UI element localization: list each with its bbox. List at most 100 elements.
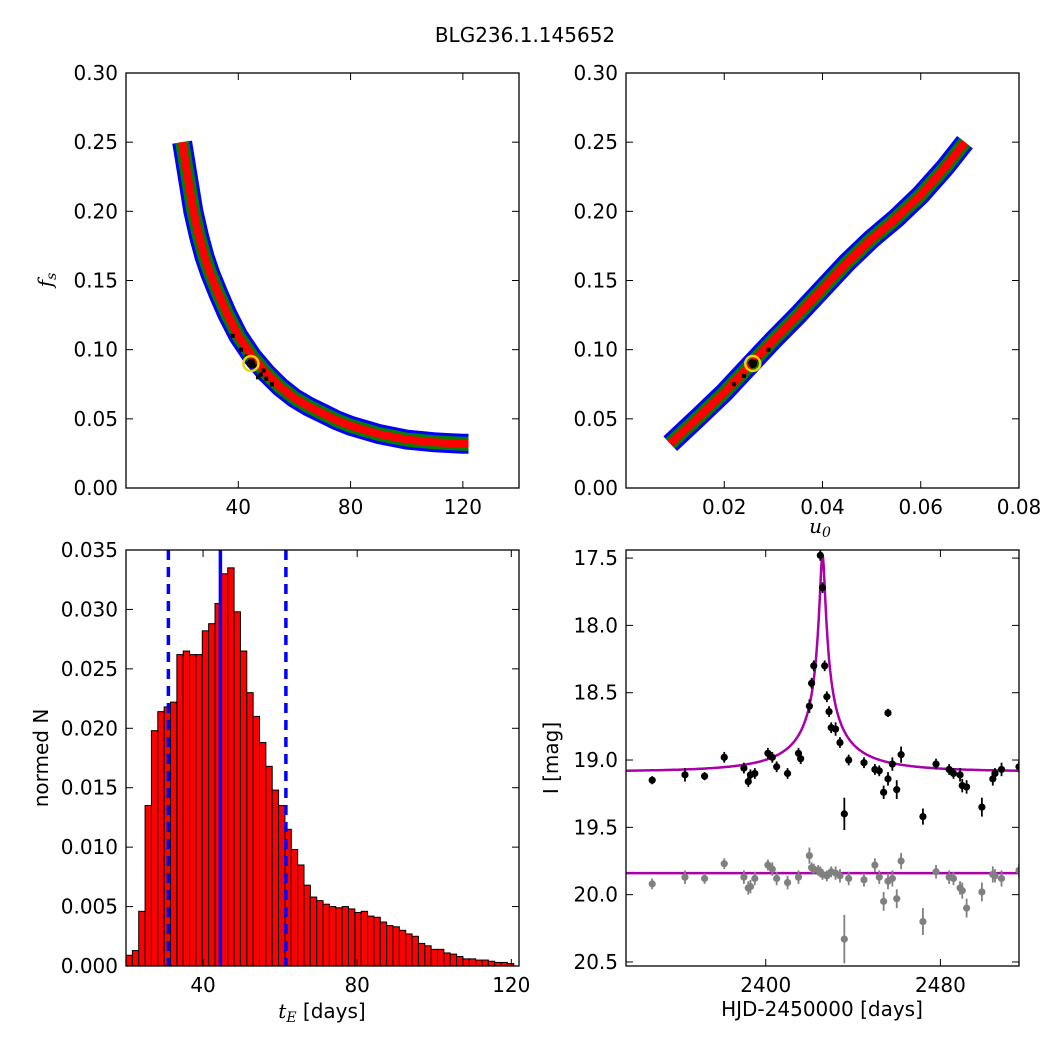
histogram-ytick-label: 0.035 bbox=[61, 538, 118, 562]
comparison-star-data-point bbox=[746, 882, 755, 891]
histogram-bar bbox=[392, 926, 400, 967]
lensed-star-data-point bbox=[825, 707, 833, 716]
comparison-star-data-point bbox=[880, 897, 888, 905]
fs-tE-xtick-label: 120 bbox=[444, 495, 482, 519]
comparison-star-data-point bbox=[897, 857, 905, 865]
histogram-ytick-label: 0.010 bbox=[61, 835, 118, 859]
histogram-bar bbox=[265, 765, 273, 967]
comparison-star-data-point bbox=[893, 895, 901, 903]
fs-tE-mcmc-point bbox=[239, 347, 244, 352]
histogram-bar bbox=[271, 789, 280, 967]
fs-tE-ytick-label: 0.05 bbox=[73, 407, 118, 431]
histogram-bar bbox=[335, 907, 343, 967]
comparison-star-data-point bbox=[1015, 866, 1019, 875]
histogram-ytick-label: 0.000 bbox=[61, 954, 118, 978]
histogram-bar bbox=[443, 952, 451, 967]
histogram-bar bbox=[367, 915, 375, 967]
comparison-star-data-point bbox=[783, 878, 792, 887]
light-curve-xtick-label: 2480 bbox=[915, 973, 966, 997]
histogram-bar bbox=[360, 910, 369, 967]
histogram-ytick-label: 0.020 bbox=[61, 716, 118, 740]
light-curve-ytick-label: 20.5 bbox=[573, 950, 618, 974]
lensed-star-data-point bbox=[884, 775, 892, 783]
fs-u0-ytick-label: 0.10 bbox=[573, 338, 618, 362]
fs-u0-contour-region bbox=[663, 136, 973, 451]
fs-tE-mcmc-point bbox=[269, 382, 274, 387]
comparison-star-data-point bbox=[958, 887, 966, 895]
histogram-bar bbox=[316, 900, 324, 967]
fs-u0-ytick-label: 0.15 bbox=[573, 269, 618, 293]
figure-title: BLG236.1.145652 bbox=[435, 23, 615, 47]
comparison-star-data-point bbox=[768, 865, 776, 873]
fs-tE-best-fit-point bbox=[246, 359, 256, 368]
light-curve-ytick-label: 18.5 bbox=[573, 681, 618, 705]
tE-histogram-bars bbox=[125, 550, 515, 967]
comparison-star-data-point bbox=[991, 872, 999, 880]
histogram-bar bbox=[195, 654, 203, 967]
fs-u0-inner-contour bbox=[667, 139, 969, 447]
light-curve-ticks: 2400 2480 17.5 18.0 18.5 19.0 19.5 20.0 20.5 bbox=[573, 546, 1019, 997]
lensed-star-data-point bbox=[893, 786, 901, 794]
lensed-star-data-point bbox=[807, 679, 816, 687]
histogram-bar bbox=[481, 959, 489, 967]
lensed-star-data-point bbox=[810, 662, 818, 670]
light-curve-axes-frame bbox=[625, 549, 1020, 967]
histogram-bar bbox=[297, 864, 305, 967]
comparison-star-data-point bbox=[888, 874, 896, 883]
fs-u0-xtick-label: 0.02 bbox=[702, 495, 747, 519]
lensed-star-data-point bbox=[740, 764, 748, 772]
histogram-bar bbox=[322, 903, 330, 967]
histogram-ytick-label: 0.005 bbox=[61, 895, 118, 919]
lensed-star-data-point bbox=[875, 767, 883, 775]
fs-u0-ytick-label: 0.00 bbox=[573, 476, 618, 500]
lensed-star-data-point bbox=[797, 755, 805, 763]
comparison-star-data-point bbox=[648, 880, 656, 888]
fs-u0-mcmc-point bbox=[732, 382, 737, 387]
comparison-star-data-point bbox=[860, 876, 868, 884]
histogram-bar bbox=[309, 896, 318, 967]
histogram-ytick-label: 0.025 bbox=[61, 657, 118, 681]
fs-u0-mcmc-point bbox=[766, 347, 771, 352]
lensed-star-data-point bbox=[805, 702, 814, 710]
light-curve-ytick-label: 20.0 bbox=[573, 883, 618, 907]
lensed-star-data-point bbox=[978, 803, 986, 811]
comparison-star-data-point bbox=[871, 861, 879, 869]
histogram-ytick-label: 0.015 bbox=[61, 776, 118, 800]
light-curve-data bbox=[626, 550, 1019, 964]
fs-tE-ticks: 40 80 120 0.00 0.05 0.10 0.15 0.20 0.25 0.30 bbox=[73, 61, 519, 519]
histogram-bar bbox=[176, 654, 184, 967]
histogram-bar bbox=[220, 573, 229, 967]
lensed-star-data-point bbox=[860, 759, 868, 767]
fs-u0-best-fit-ring bbox=[743, 354, 762, 373]
histogram-xtick-label: 120 bbox=[492, 973, 530, 997]
lensed-star-data-point bbox=[648, 776, 656, 784]
fs-tE-mcmc-point bbox=[261, 368, 266, 373]
fs-tE-ytick-label: 0.15 bbox=[73, 269, 118, 293]
comparison-star-data-point bbox=[720, 860, 728, 868]
light-curve-ytick-label: 19.0 bbox=[573, 748, 618, 772]
comparison-star-data-point bbox=[740, 873, 748, 881]
panel-fs-vs-u0: 0.02 0.04 0.06 0.08 0.00 0.05 0.10 0.15 0.20 0.25… bbox=[573, 61, 1041, 541]
fs-tE-ytick-label: 0.25 bbox=[73, 130, 118, 154]
light-curve-xtick-label: 2400 bbox=[740, 973, 791, 997]
lensed-star-data-point bbox=[956, 771, 964, 779]
lensed-star-data-point bbox=[821, 662, 829, 670]
panel-tE-histogram: 40 80 120 0.000 0.005 0.010 0.015 0.020 0.025 0.0… bbox=[29, 538, 530, 1026]
histogram-bar bbox=[182, 650, 191, 967]
fs-tE-xtick-label: 80 bbox=[338, 495, 363, 519]
comparison-star-data-point bbox=[794, 873, 803, 881]
comparison-star-data-point bbox=[919, 917, 927, 926]
lensed-star-data-point bbox=[840, 810, 848, 818]
histogram-bar bbox=[411, 935, 419, 967]
comparison-star-data-point bbox=[963, 904, 971, 912]
comparison-star-data-point bbox=[701, 874, 709, 883]
light-curve-xlabel: HJD-2450000 [days] bbox=[721, 997, 923, 1021]
lensed-star-data-point bbox=[888, 760, 896, 768]
lensed-star-data-point bbox=[836, 738, 844, 747]
lensed-star-data-point bbox=[1015, 763, 1019, 771]
histogram-ytick-label: 0.030 bbox=[61, 597, 118, 621]
lensed-star-data-point bbox=[919, 812, 927, 821]
histogram-bar bbox=[468, 958, 477, 967]
histogram-bar bbox=[290, 849, 299, 967]
